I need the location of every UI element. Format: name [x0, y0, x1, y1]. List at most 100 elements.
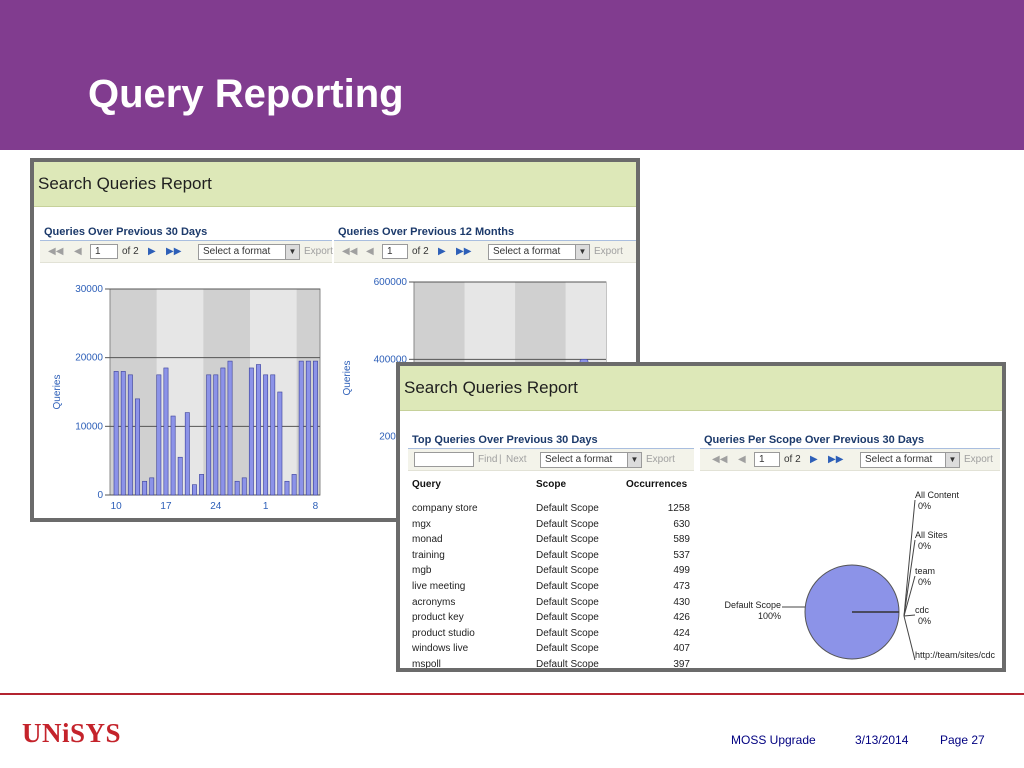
table-row: training Default Scope 537	[400, 550, 694, 565]
table-row: mspoll Default Scope 397	[400, 659, 694, 670]
y-axis-label: Queries	[52, 374, 63, 409]
cell-query[interactable]: acronyms	[412, 596, 456, 608]
find-toolbar: Find | Next Select a format ▼ Export	[408, 449, 694, 471]
bar	[263, 374, 269, 496]
bar	[277, 391, 283, 496]
x-tick-label: 17	[160, 501, 172, 512]
page-number-input[interactable]: 1	[90, 244, 118, 259]
x-tick-label: 1	[263, 501, 269, 512]
report-title: Search Queries Report	[38, 174, 212, 193]
section-divider	[408, 448, 694, 449]
export-link[interactable]: Export	[646, 454, 675, 465]
export-link[interactable]: Export	[964, 454, 993, 465]
prev-page-icon[interactable]: ◀	[366, 246, 374, 257]
y-tick-label: 400000	[374, 354, 408, 365]
y-tick-label: 20000	[379, 432, 407, 443]
cell-scope: Default Scope	[536, 534, 599, 546]
format-select[interactable]: Select a format ▼	[488, 244, 590, 260]
first-page-icon[interactable]: ◀◀	[48, 246, 64, 257]
cell-query[interactable]: mgx	[412, 518, 431, 530]
cell-scope: Default Scope	[536, 565, 599, 577]
cell-query[interactable]: training	[412, 549, 445, 561]
report-header: Search Queries Report	[400, 366, 1002, 411]
cell-query[interactable]: windows live	[412, 643, 469, 655]
cell-scope: Default Scope	[536, 627, 599, 639]
page-number-input[interactable]: 1	[382, 244, 408, 259]
last-page-icon[interactable]: ▶▶	[166, 246, 182, 257]
cell-query[interactable]: company store	[412, 503, 478, 514]
cell-occurrences: 537	[673, 549, 690, 561]
export-link[interactable]: Export	[594, 246, 623, 257]
cell-query[interactable]: product studio	[412, 627, 475, 639]
bar	[220, 367, 226, 496]
bar	[170, 415, 176, 496]
cell-query[interactable]: product key	[412, 612, 464, 624]
table-row: product studio Default Scope 424	[400, 628, 694, 643]
find-input[interactable]	[414, 452, 474, 467]
bar	[227, 360, 233, 496]
bar	[192, 484, 197, 496]
column-header-query[interactable]: Query	[412, 479, 441, 490]
cell-scope: Default Scope	[536, 643, 599, 655]
next-page-icon[interactable]: ▶	[148, 246, 156, 257]
next-link[interactable]: Next	[506, 454, 527, 465]
cell-query[interactable]: monad	[412, 534, 443, 546]
format-select[interactable]: Select a format ▼	[540, 452, 642, 468]
format-select-value: Select a format	[203, 246, 271, 257]
cell-occurrences: 473	[673, 581, 690, 592]
pie-label-value: 0%	[918, 501, 931, 511]
section-divider	[40, 240, 332, 241]
format-select[interactable]: Select a format ▼	[860, 452, 960, 468]
y-axis-label: Queries	[342, 360, 353, 395]
cell-query[interactable]: mspoll	[412, 659, 441, 670]
next-page-icon[interactable]: ▶	[438, 246, 446, 257]
pie-leader-line	[903, 614, 916, 617]
table-row: windows live Default Scope 407	[400, 643, 694, 658]
cell-query[interactable]: live meeting	[412, 581, 466, 592]
last-page-icon[interactable]: ▶▶	[456, 246, 472, 257]
pie-leader-line	[903, 499, 916, 617]
bar	[127, 374, 133, 496]
table-row: company store Default Scope 1258	[400, 503, 694, 518]
page-count: of 2	[412, 246, 429, 257]
cell-scope: Default Scope	[536, 581, 599, 592]
last-page-icon[interactable]: ▶▶	[828, 454, 844, 465]
report-toolbar: ◀◀ ◀ 1 of 2 ▶ ▶▶ Select a format ▼ Expor…	[334, 241, 636, 263]
y-tick-label: 600000	[374, 277, 408, 288]
bar	[113, 371, 119, 496]
bar	[177, 456, 183, 496]
y-tick-label: 20000	[75, 353, 103, 364]
pie-label-value: 0%	[918, 577, 931, 587]
bar	[234, 480, 240, 496]
prev-page-icon[interactable]: ◀	[74, 246, 82, 257]
page-number-input[interactable]: 1	[754, 452, 780, 467]
footer-deck-name: MOSS Upgrade	[731, 733, 816, 747]
first-page-icon[interactable]: ◀◀	[342, 246, 358, 257]
section-divider	[700, 448, 1000, 449]
column-header-scope[interactable]: Scope	[536, 479, 567, 490]
table-row: mgb Default Scope 499	[400, 565, 694, 580]
bar	[163, 367, 169, 496]
first-page-icon[interactable]: ◀◀	[712, 454, 728, 465]
report-title: Search Queries Report	[404, 378, 578, 397]
pie-label-name: http://team/sites/cdc	[915, 650, 996, 660]
unisys-logo: UNiSYS	[22, 718, 122, 748]
prev-page-icon[interactable]: ◀	[738, 454, 746, 465]
find-link[interactable]: Find	[478, 454, 498, 465]
next-page-icon[interactable]: ▶	[810, 454, 818, 465]
x-tick-label: 10	[111, 501, 123, 512]
section-title-12-months: Queries Over Previous 12 Months	[338, 226, 515, 238]
report-toolbar: ◀◀ ◀ 1 of 2 ▶ ▶▶ Select a format ▼ Expor…	[700, 449, 1000, 471]
cell-query[interactable]: mgb	[412, 565, 432, 577]
bar	[305, 360, 311, 496]
table-row: live meeting Default Scope 473	[400, 581, 694, 596]
export-link[interactable]: Export	[304, 246, 333, 257]
cell-scope: Default Scope	[536, 596, 599, 608]
chevron-down-icon: ▼	[285, 245, 299, 259]
footer-rule	[0, 693, 1024, 695]
pie-label-value: 0%	[918, 541, 931, 551]
pie-label-name: cdc	[915, 605, 930, 615]
column-header-occurrences[interactable]: Occurrences	[626, 479, 688, 490]
format-select[interactable]: Select a format ▼	[198, 244, 300, 260]
